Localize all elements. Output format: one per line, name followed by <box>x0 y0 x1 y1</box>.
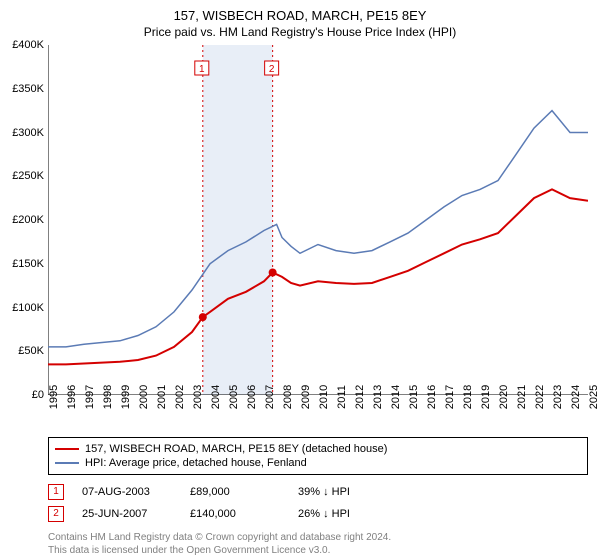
marker-price: £89,000 <box>190 486 280 498</box>
y-tick-label: £200K <box>12 214 44 226</box>
legend-swatch <box>55 448 79 450</box>
legend-box: 157, WISBECH ROAD, MARCH, PE15 8EY (deta… <box>48 437 588 475</box>
marker-delta: 39% ↓ HPI <box>298 486 388 498</box>
y-tick-label: £150K <box>12 258 44 270</box>
x-tick-label: 1997 <box>84 385 96 409</box>
x-tick-label: 2000 <box>138 385 150 409</box>
y-tick-label: £0 <box>32 389 44 401</box>
x-tick-label: 1996 <box>66 385 78 409</box>
y-tick-label: £250K <box>12 170 44 182</box>
x-tick-label: 2018 <box>462 385 474 409</box>
x-tick-label: 2004 <box>210 385 222 409</box>
marker-delta: 26% ↓ HPI <box>298 508 388 520</box>
y-tick-label: £350K <box>12 83 44 95</box>
x-tick-label: 2015 <box>408 385 420 409</box>
chart-plot-area: 12 £0£50K£100K£150K£200K£250K£300K£350K£… <box>48 45 588 395</box>
x-tick-label: 1998 <box>102 385 114 409</box>
marker-row: 1 07-AUG-2003 £89,000 39% ↓ HPI <box>48 481 588 503</box>
x-tick-label: 2007 <box>264 385 276 409</box>
x-tick-label: 2003 <box>192 385 204 409</box>
x-tick-label: 2017 <box>444 385 456 409</box>
svg-text:2: 2 <box>269 64 275 75</box>
x-axis-labels: 1995199619971998199920002001200220032004… <box>48 395 588 433</box>
x-tick-label: 2023 <box>552 385 564 409</box>
x-tick-label: 2006 <box>246 385 258 409</box>
x-tick-label: 1995 <box>48 385 60 409</box>
svg-text:1: 1 <box>199 64 205 75</box>
marker-price: £140,000 <box>190 508 280 520</box>
legend-row: HPI: Average price, detached house, Fenl… <box>55 456 581 470</box>
marker-date: 25-JUN-2007 <box>82 508 172 520</box>
chart-subtitle: Price paid vs. HM Land Registry's House … <box>0 23 600 45</box>
marker-id-box: 2 <box>48 506 64 522</box>
x-tick-label: 2021 <box>516 385 528 409</box>
x-tick-label: 2001 <box>156 385 168 409</box>
x-tick-label: 2016 <box>426 385 438 409</box>
y-tick-label: £50K <box>18 345 44 357</box>
legend-row: 157, WISBECH ROAD, MARCH, PE15 8EY (deta… <box>55 442 581 456</box>
footer-line-2: This data is licensed under the Open Gov… <box>48 544 588 557</box>
x-tick-label: 2008 <box>282 385 294 409</box>
footer-attribution: Contains HM Land Registry data © Crown c… <box>48 531 588 557</box>
x-tick-label: 2013 <box>372 385 384 409</box>
y-tick-label: £400K <box>12 39 44 51</box>
x-tick-label: 2012 <box>354 385 366 409</box>
chart-title: 157, WISBECH ROAD, MARCH, PE15 8EY <box>0 0 600 23</box>
marker-row: 2 25-JUN-2007 £140,000 26% ↓ HPI <box>48 503 588 525</box>
x-tick-label: 2010 <box>318 385 330 409</box>
marker-date: 07-AUG-2003 <box>82 486 172 498</box>
x-tick-label: 1999 <box>120 385 132 409</box>
x-tick-label: 2019 <box>480 385 492 409</box>
x-tick-label: 2011 <box>336 385 348 409</box>
x-tick-label: 2020 <box>498 385 510 409</box>
marker-id-box: 1 <box>48 484 64 500</box>
x-tick-label: 2024 <box>570 385 582 409</box>
legend-swatch <box>55 462 79 464</box>
chart-svg: 12 <box>48 45 588 395</box>
x-tick-label: 2005 <box>228 385 240 409</box>
x-tick-label: 2022 <box>534 385 546 409</box>
x-tick-label: 2025 <box>588 385 600 409</box>
legend-label: HPI: Average price, detached house, Fenl… <box>85 457 307 469</box>
marker-table: 1 07-AUG-2003 £89,000 39% ↓ HPI 2 25-JUN-2007… <box>48 481 588 525</box>
footer-line-1: Contains HM Land Registry data © Crown c… <box>48 531 588 544</box>
legend-label: 157, WISBECH ROAD, MARCH, PE15 8EY (deta… <box>85 443 387 455</box>
y-tick-label: £300K <box>12 127 44 139</box>
x-tick-label: 2002 <box>174 385 186 409</box>
x-tick-label: 2009 <box>300 385 312 409</box>
x-tick-label: 2014 <box>390 385 402 409</box>
y-tick-label: £100K <box>12 302 44 314</box>
